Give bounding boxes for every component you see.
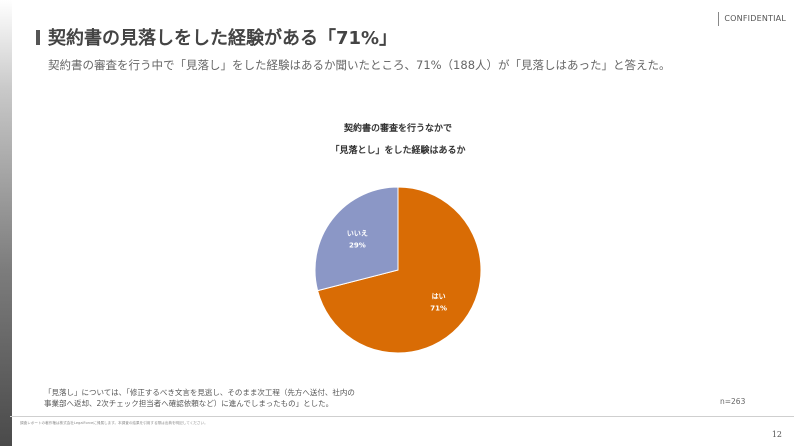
chart-title-line2: 「見落とし」をした経験はあるか	[330, 146, 466, 156]
footer-divider	[10, 416, 794, 417]
title-marker	[36, 30, 40, 45]
pie-data-label-category: はい	[432, 293, 446, 301]
footnote-line2: 事業部へ返却、2次チェック担当者へ確認依頼など）に進んでしまったもの」とした。	[44, 399, 334, 408]
pie-slice-yes	[316, 186, 482, 354]
footnote-line1: 「見落し」については、「修正するべき文言を見逃し、そのまま次工程（先方へ送付、社…	[44, 388, 355, 397]
footnote: 「見落し」については、「修正するべき文言を見逃し、そのまま次工程（先方へ送付、社…	[44, 387, 564, 409]
pie-data-label-percent: 29%	[349, 241, 366, 249]
sample-size-label: n=263	[720, 397, 746, 406]
pie-chart: はい 71% いいえ 29%	[314, 186, 482, 354]
confidential-label: CONFIDENTIAL	[718, 12, 786, 26]
chart-title: 契約書の審査を行うなかで 「見落とし」をした経験はあるか	[298, 118, 498, 162]
pie-slice-no	[314, 186, 399, 292]
decorative-side-bar	[0, 0, 12, 446]
pie-data-label-category: いいえ	[347, 228, 368, 237]
pie-data-label-percent: 71%	[430, 305, 447, 313]
page-number: 12	[771, 430, 782, 439]
footer-fineprint: 調査レポートの著作権は株式会社LegalForceに帰属します。本調査の結果を引…	[20, 421, 208, 425]
chart-title-line1: 契約書の審査を行うなかで	[343, 124, 452, 134]
slide-title: 契約書の見落しをした経験がある「71%」	[48, 28, 398, 49]
slide-subtitle: 契約書の審査を行う中で「見落し」をした経験はあるか聞いたところ、71%（188人…	[48, 58, 671, 72]
